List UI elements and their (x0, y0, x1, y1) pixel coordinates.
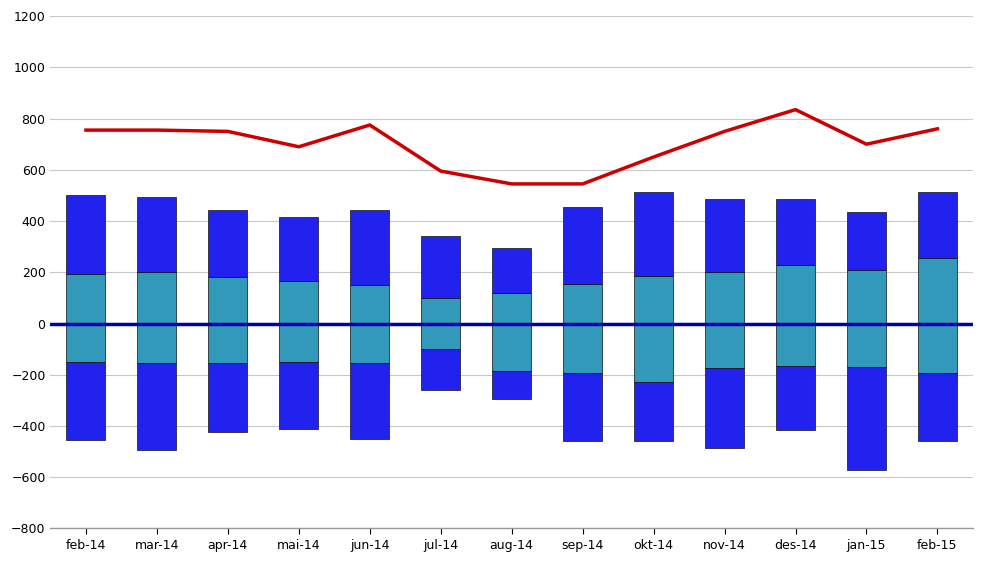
Bar (918, 373, 956, 441)
Bar (209, 324, 247, 363)
Bar (492, 248, 531, 293)
Bar (776, 324, 815, 366)
Bar (634, 276, 673, 324)
Bar (421, 298, 461, 324)
Bar (67, 274, 105, 324)
Bar (705, 324, 744, 368)
Bar (563, 207, 602, 284)
Bar (67, 195, 105, 274)
Bar (847, 212, 886, 270)
Bar (847, 270, 886, 324)
Bar (705, 272, 744, 324)
Bar (918, 191, 956, 258)
Bar (492, 293, 531, 324)
Bar (847, 324, 886, 367)
Bar (634, 191, 673, 276)
Bar (634, 324, 673, 382)
Bar (563, 324, 602, 373)
Bar (279, 282, 319, 324)
Bar (279, 362, 319, 428)
Bar (421, 349, 461, 390)
Bar (209, 363, 247, 432)
Bar (138, 196, 176, 272)
Bar (350, 285, 390, 324)
Bar (776, 366, 815, 430)
Bar (563, 373, 602, 441)
Bar (563, 284, 602, 324)
Bar (492, 371, 531, 399)
Bar (847, 367, 886, 470)
Bar (279, 217, 319, 282)
Bar (279, 324, 319, 362)
Bar (634, 382, 673, 441)
Bar (918, 258, 956, 324)
Bar (421, 236, 461, 298)
Bar (138, 363, 176, 450)
Bar (492, 324, 531, 371)
Bar (67, 362, 105, 440)
Bar (350, 363, 390, 439)
Bar (776, 199, 815, 265)
Bar (350, 324, 390, 363)
Bar (421, 324, 461, 349)
Bar (209, 209, 247, 278)
Bar (705, 368, 744, 448)
Bar (705, 199, 744, 272)
Bar (350, 209, 390, 285)
Bar (138, 272, 176, 324)
Bar (776, 265, 815, 324)
Bar (67, 324, 105, 362)
Bar (918, 324, 956, 373)
Bar (138, 324, 176, 363)
Bar (209, 278, 247, 324)
